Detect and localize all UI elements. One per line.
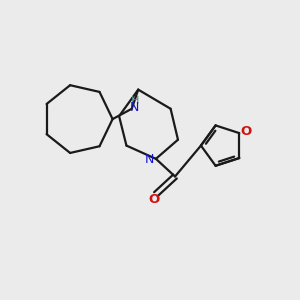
Text: N: N xyxy=(130,101,140,114)
Text: O: O xyxy=(240,125,251,138)
Text: H: H xyxy=(130,95,139,106)
Text: N: N xyxy=(145,153,154,166)
Text: O: O xyxy=(149,193,160,206)
